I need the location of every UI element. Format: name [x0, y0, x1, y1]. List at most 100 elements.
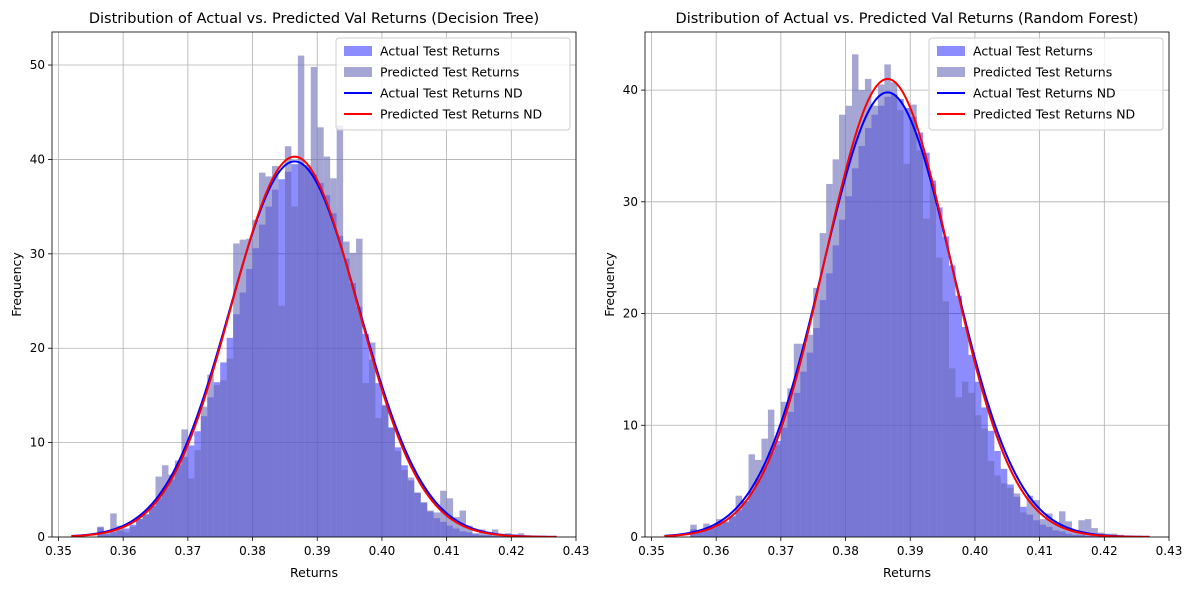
x-axis-label: Returns [883, 565, 931, 580]
histogram-bar [864, 78, 872, 537]
histogram-bar [336, 125, 344, 537]
x-tick-label: 0.38 [239, 544, 266, 558]
legend-item-3: Actual Test Returns ND [937, 86, 1116, 101]
histogram-bar [453, 517, 460, 537]
histogram-bar [729, 515, 736, 537]
histogram-bar [394, 451, 402, 537]
x-tick-label: 0.39 [304, 544, 331, 558]
normal-curve-1 [664, 91, 1150, 537]
histogram-bar [839, 114, 846, 537]
histogram-bar [774, 445, 781, 537]
y-tick-label: 40 [30, 152, 45, 166]
normal-curve-2 [664, 77, 1150, 537]
x-tick-label: 0.39 [897, 544, 924, 558]
legend-box [335, 37, 571, 131]
histogram-bar [1000, 483, 1008, 537]
legend-label: Actual Test Returns [973, 44, 1093, 59]
histogram-bar [349, 252, 357, 537]
histogram-bar [1007, 487, 1014, 537]
histogram-bar [123, 532, 130, 537]
histogram-bar [916, 150, 924, 537]
histogram-bar [246, 238, 253, 537]
histogram-bar [761, 438, 768, 537]
histogram-bar [936, 257, 943, 537]
histogram-bar [716, 519, 723, 537]
histogram-bar [1084, 519, 1092, 537]
legend-label: Predicted Test Returns ND [380, 107, 542, 122]
x-tick-label: 0.37 [767, 544, 794, 558]
histogram-bar [1039, 519, 1047, 537]
histogram-bar [942, 301, 950, 537]
histogram-bar [155, 476, 162, 537]
legend: Actual Test Returns Predicted Test Return… [335, 37, 571, 131]
histogram-bar [800, 343, 807, 537]
histogram-bar [472, 533, 479, 537]
histogram-bar [871, 105, 878, 537]
y-tick-label: 40 [623, 83, 638, 97]
x-tick-label: 0.42 [498, 544, 525, 558]
histogram-bar [291, 206, 298, 537]
axes-frame [644, 31, 1170, 538]
legend: Actual Test Returns Predicted Test Return… [928, 37, 1164, 131]
histogram-bar [748, 454, 755, 537]
histogram-bar [317, 127, 324, 537]
legend-item-2: Predicted Test Returns [344, 65, 519, 80]
histogram-bar [1078, 520, 1085, 537]
histogram-bar [690, 524, 697, 537]
histogram-bar [709, 526, 717, 537]
legend-item-2: Predicted Test Returns [937, 65, 1112, 80]
histogram-bar [884, 64, 891, 537]
legend-label: Actual Test Returns ND [380, 86, 523, 101]
legend-swatch [937, 46, 965, 56]
y-tick-label: 10 [623, 418, 638, 432]
histogram-bar [722, 521, 730, 537]
legend-item-4: Predicted Test Returns ND [344, 107, 542, 122]
histogram-bar [819, 233, 827, 537]
histogram-bar [903, 163, 911, 537]
histogram-bar [174, 460, 182, 537]
histogram-bar [271, 166, 279, 537]
histogram-bar [780, 401, 788, 537]
histogram-bar [1091, 528, 1098, 537]
histogram-bar [226, 358, 234, 537]
histogram-bar [103, 531, 111, 537]
chart-panel-2: 0.35 0.36 0.37 0.38 0.39 0.40 0.41 0.42 0.43 0 10 2… [602, 11, 1182, 580]
histogram-bar [949, 368, 956, 537]
histogram-bar [910, 104, 917, 537]
bar-series-2 [690, 54, 1124, 537]
plot-area [71, 55, 557, 537]
legend-label: Predicted Test Returns [380, 65, 519, 80]
x-tick-label: 0.43 [563, 544, 590, 558]
legend-label: Predicted Test Returns ND [973, 107, 1135, 122]
bar-series-2 [97, 55, 531, 537]
histogram-bar [832, 159, 840, 537]
chart-title: Distribution of Actual vs. Predicted Val… [676, 11, 1139, 27]
histogram-bar [278, 305, 285, 537]
histogram-bar [375, 418, 382, 537]
histogram-bar [368, 342, 376, 537]
histogram-bar [343, 241, 350, 537]
histogram-bar [793, 343, 801, 537]
histogram-bar [517, 533, 525, 537]
histogram-bar [330, 178, 337, 537]
histogram-bar [890, 82, 898, 537]
histogram-bar [310, 66, 318, 537]
legend-label: Actual Test Returns ND [973, 86, 1116, 101]
legend-label: Actual Test Returns [380, 44, 500, 59]
histogram-bar [304, 165, 311, 537]
histogram-bar [826, 183, 833, 537]
y-tick-label: 30 [623, 195, 638, 209]
histogram-bar [897, 110, 904, 537]
histogram-bar [401, 469, 408, 537]
x-tick-label: 0.41 [1026, 544, 1053, 558]
legend-item-1: Actual Test Returns [344, 44, 500, 59]
y-axis-label: Frequency [602, 252, 617, 317]
histogram-bar [923, 218, 930, 537]
legend-swatch [344, 46, 372, 56]
histogram-bar [149, 505, 156, 537]
histogram-bar [284, 146, 292, 537]
histogram-bar [696, 530, 704, 537]
y-tick-label: 20 [30, 341, 45, 355]
histogram-bar [466, 525, 473, 537]
